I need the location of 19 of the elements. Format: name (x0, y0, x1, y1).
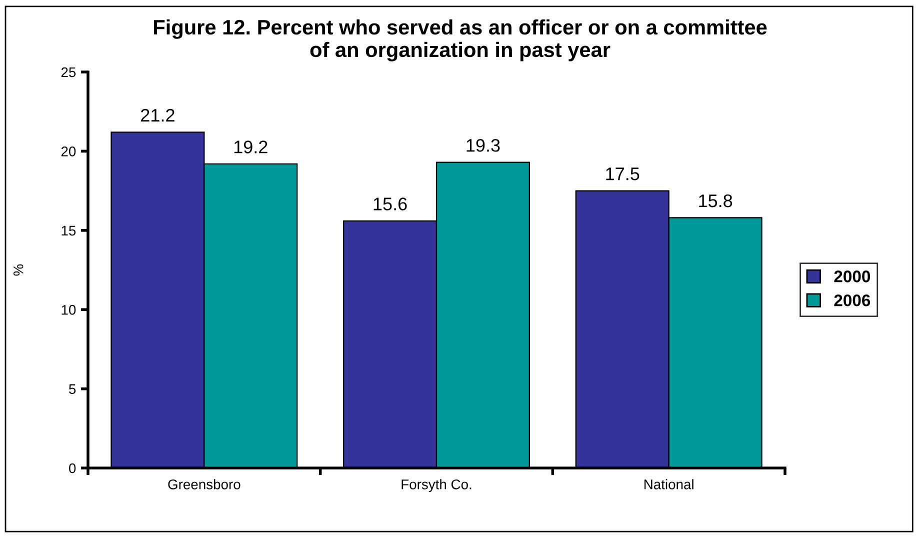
y-tick-label: 10 (62, 304, 76, 315)
data-label: 19.3 (466, 138, 500, 152)
y-axis-title: % (14, 264, 24, 276)
y-tick-label: 5 (69, 384, 76, 394)
data-label: 15.8 (699, 194, 732, 208)
chart-title: Figure 12. Percent who served as an officer or on a committee of an organization in past year (154, 19, 767, 62)
y-tick-label: 15 (62, 226, 76, 236)
y-tick-label: 0 (69, 463, 76, 474)
y-tick-label: 20 (61, 146, 76, 156)
y-tick-label: 25 (61, 67, 76, 78)
x-tick-label: Forsyth Co. (402, 479, 472, 492)
data-label: 19.2 (234, 140, 268, 154)
legend-label: 2006 (834, 294, 870, 306)
x-tick-label: National (644, 479, 694, 490)
data-label: 17.5 (606, 168, 640, 180)
x-tick-label: Greensboro (168, 479, 240, 490)
legend-label: 2000 (834, 270, 870, 282)
data-label: 15.6 (374, 198, 407, 210)
data-label: 21.2 (141, 108, 174, 122)
